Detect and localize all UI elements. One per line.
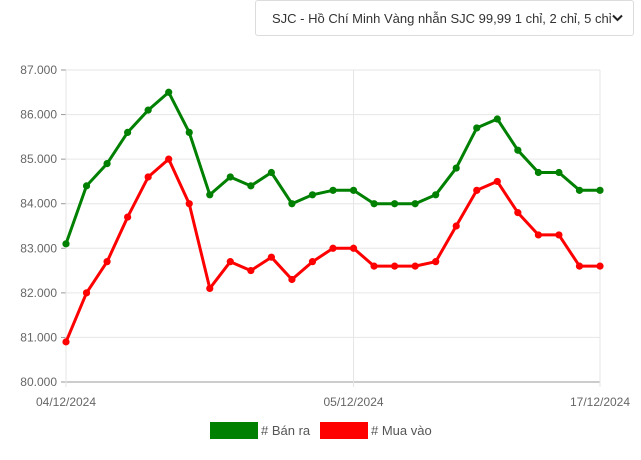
y-tick-label: 87.000 xyxy=(20,63,57,77)
data-point[interactable] xyxy=(555,168,563,177)
data-point[interactable] xyxy=(124,213,132,221)
y-tick-label: 82.000 xyxy=(20,286,57,300)
data-point[interactable] xyxy=(82,289,91,297)
y-tick-label: 86.000 xyxy=(20,108,57,122)
x-tick-label: 17/12/2024 xyxy=(570,395,630,409)
series-lines xyxy=(64,90,600,343)
data-point[interactable] xyxy=(308,258,317,266)
data-point[interactable] xyxy=(82,182,91,190)
chart-legend: # Bán ra # Mua vào xyxy=(210,422,432,439)
data-point[interactable] xyxy=(555,231,563,239)
legend-swatch[interactable] xyxy=(320,422,368,439)
y-tick-label: 83.000 xyxy=(20,241,57,255)
data-point[interactable] xyxy=(247,266,255,275)
y-tick-label: 84.000 xyxy=(20,197,57,211)
data-point[interactable] xyxy=(493,177,501,186)
data-point[interactable] xyxy=(103,160,111,168)
x-axis-ticks: 04/12/2024 05/12/2024 17/12/2024 xyxy=(36,395,630,409)
data-point[interactable] xyxy=(473,186,481,194)
data-point[interactable] xyxy=(432,191,440,199)
data-point[interactable] xyxy=(185,128,193,136)
product-select-label: SJC - Hồ Chí Minh Vàng nhẫn SJC 99,99 1 … xyxy=(272,10,611,26)
legend-label[interactable]: # Mua vào xyxy=(371,423,432,438)
data-point[interactable] xyxy=(185,200,193,208)
data-point[interactable] xyxy=(534,168,542,177)
data-point[interactable] xyxy=(349,186,358,194)
data-point[interactable] xyxy=(370,262,378,270)
y-tick-label: 80.000 xyxy=(20,375,57,389)
product-select[interactable]: SJC - Hồ Chí Minh Vàng nhẫn SJC 99,99 1 … xyxy=(255,0,634,36)
x-tick-label: 05/12/2024 xyxy=(324,395,384,409)
data-point[interactable] xyxy=(411,200,419,208)
data-point[interactable] xyxy=(596,186,604,194)
data-point[interactable] xyxy=(144,106,152,114)
data-point[interactable] xyxy=(596,262,604,270)
y-axis-ticks: 80.000 81.000 82.000 83.000 84.000 85.000 86.0… xyxy=(20,63,57,389)
data-point[interactable] xyxy=(329,186,337,194)
series-points xyxy=(62,88,604,346)
y-tick-label: 81.000 xyxy=(20,330,57,344)
data-point[interactable] xyxy=(62,240,70,248)
data-point[interactable] xyxy=(493,115,501,123)
data-point[interactable] xyxy=(370,200,378,208)
legend-swatch[interactable] xyxy=(210,422,258,439)
data-point[interactable] xyxy=(267,168,275,177)
data-point[interactable] xyxy=(575,262,584,270)
data-point[interactable] xyxy=(165,88,173,96)
data-point[interactable] xyxy=(432,258,440,266)
data-point[interactable] xyxy=(349,244,358,252)
data-point[interactable] xyxy=(452,164,460,172)
data-point[interactable] xyxy=(452,222,460,230)
data-point[interactable] xyxy=(534,231,542,239)
data-point[interactable] xyxy=(144,173,152,181)
data-point[interactable] xyxy=(103,258,111,266)
data-point[interactable] xyxy=(514,146,522,154)
data-point[interactable] xyxy=(206,284,214,292)
chevron-down-icon xyxy=(611,12,623,24)
data-point[interactable] xyxy=(308,191,317,199)
data-point[interactable] xyxy=(62,338,70,346)
legend-label[interactable]: # Bán ra xyxy=(261,423,311,438)
data-point[interactable] xyxy=(288,275,296,284)
data-point[interactable] xyxy=(226,258,234,266)
data-point[interactable] xyxy=(267,253,275,261)
data-point[interactable] xyxy=(247,182,255,190)
data-point[interactable] xyxy=(514,209,522,217)
data-point[interactable] xyxy=(391,262,399,270)
data-point[interactable] xyxy=(206,191,214,199)
data-point[interactable] xyxy=(411,262,419,270)
data-point[interactable] xyxy=(473,124,481,132)
data-point[interactable] xyxy=(124,128,132,136)
x-tick-label: 04/12/2024 xyxy=(36,395,96,409)
data-point[interactable] xyxy=(165,155,173,163)
data-point[interactable] xyxy=(329,244,337,252)
y-tick-label: 85.000 xyxy=(20,152,57,166)
data-point[interactable] xyxy=(575,186,584,194)
data-point[interactable] xyxy=(288,200,296,208)
data-point[interactable] xyxy=(391,200,399,208)
data-point[interactable] xyxy=(226,173,234,181)
